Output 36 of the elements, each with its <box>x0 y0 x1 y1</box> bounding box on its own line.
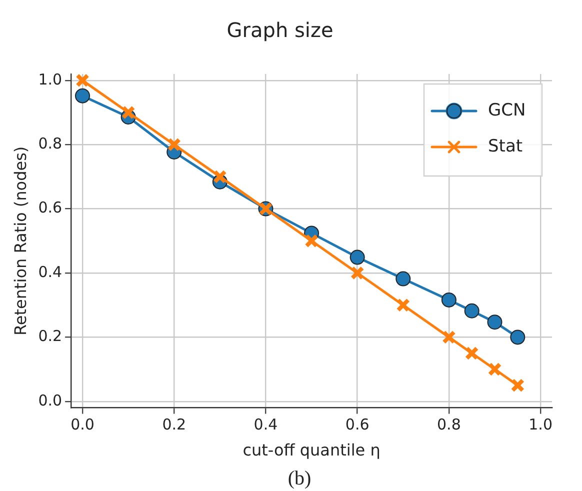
point <box>510 330 526 345</box>
y-tick-label: 0.0 <box>38 391 62 410</box>
legend-label: Stat <box>488 136 523 156</box>
x-tick-label: 0.2 <box>162 416 186 434</box>
x-tick-label: 0.4 <box>254 416 278 434</box>
point <box>510 378 525 392</box>
point <box>76 74 90 88</box>
point <box>442 330 456 344</box>
point <box>464 303 480 318</box>
y-axis-title: Retention Ratio (nodes) <box>10 146 30 336</box>
y-tick-label: 0.6 <box>38 198 62 217</box>
point <box>396 271 411 286</box>
chart-title: Graph size <box>226 18 334 42</box>
point <box>488 362 502 376</box>
point <box>121 106 136 120</box>
point <box>350 266 364 280</box>
point <box>441 292 456 308</box>
x-axis-title: cut-off quantile η <box>242 440 380 460</box>
y-tick-label: 0.4 <box>38 262 62 281</box>
point <box>464 346 479 360</box>
legend-label: GCN <box>488 100 526 120</box>
point <box>487 314 502 330</box>
y-tick-label: 1.0 <box>38 70 62 88</box>
y-tick-label: 0.2 <box>38 327 62 346</box>
point <box>212 170 227 184</box>
x-tick-label: 0.8 <box>437 416 461 434</box>
text: (b) <box>288 467 312 490</box>
point <box>75 88 90 104</box>
y-tick-label: 0.8 <box>38 134 62 152</box>
x-tick-label: 1.0 <box>528 416 552 434</box>
point <box>167 138 182 152</box>
x-tick-label: 0.6 <box>345 416 370 434</box>
x-tick-label: 0.0 <box>70 416 94 434</box>
point <box>304 234 318 248</box>
point <box>396 298 410 312</box>
point <box>350 250 365 265</box>
